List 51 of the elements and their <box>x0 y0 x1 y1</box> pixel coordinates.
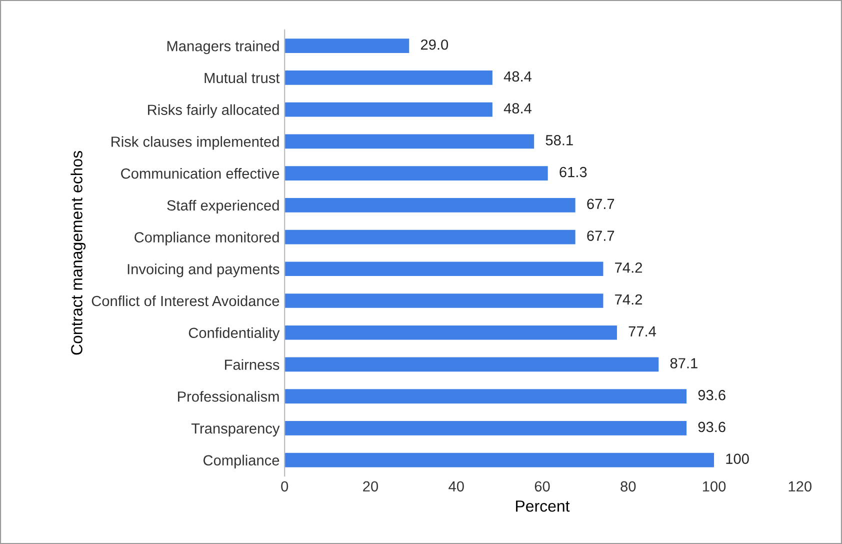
data-label: 74.2 <box>615 294 642 305</box>
data-label: 67.7 <box>587 230 614 241</box>
y-tick-label: Managers trained <box>167 40 279 54</box>
y-tick-label: Professionalism <box>178 391 279 402</box>
bar <box>284 166 548 180</box>
y-tick-label: Compliance <box>203 454 280 468</box>
x-tick-label: 20 <box>363 481 378 492</box>
y-tick-label: Mutual trust <box>204 72 280 84</box>
data-label: 87.1 <box>670 358 698 368</box>
y-tick-label: Communication effective <box>121 168 280 179</box>
x-tick-label: 120 <box>788 481 812 492</box>
y-axis-title: Contract management echos <box>70 150 86 355</box>
data-label: 93.6 <box>698 422 726 432</box>
bar <box>284 230 576 244</box>
x-axis-title: Percent <box>516 500 570 512</box>
x-tick-label: 0 <box>281 481 288 492</box>
bar <box>284 262 604 276</box>
bar <box>284 357 659 372</box>
bar <box>284 102 492 117</box>
data-label: 61.3 <box>560 166 587 178</box>
y-tick-label: Risks fairly allocated <box>148 104 279 118</box>
bar <box>284 421 687 436</box>
data-label: 100 <box>726 454 749 464</box>
y-tick-label: Invoicing and payments <box>128 264 280 278</box>
bar <box>284 325 617 340</box>
y-tick-label: Conflict of Interest Avoidance <box>92 295 280 306</box>
bar <box>284 452 714 468</box>
data-label: 58.1 <box>546 135 573 146</box>
data-label: 48.4 <box>504 71 532 82</box>
x-tick-label: 100 <box>702 481 726 492</box>
y-tick-label: Transparency <box>191 423 280 437</box>
y-tick-label: Compliance monitored <box>134 232 279 246</box>
data-label: 48.4 <box>504 103 532 114</box>
bar <box>284 389 687 404</box>
y-tick-label: Fairness <box>225 359 280 370</box>
data-label: 29.0 <box>420 39 448 50</box>
x-tick-label: 80 <box>620 481 636 492</box>
bar <box>284 134 534 149</box>
y-tick-label: Staff experienced <box>167 200 279 214</box>
bar <box>284 70 492 85</box>
x-tick-label: 60 <box>534 481 550 492</box>
bar <box>284 294 604 308</box>
x-tick-label: 40 <box>448 481 464 492</box>
y-tick-label: Risk clauses implemented <box>112 136 279 150</box>
data-label: 93.6 <box>698 390 726 400</box>
data-label: 77.4 <box>628 326 656 336</box>
y-tick-label: Confidentiality <box>188 327 280 341</box>
bar <box>284 38 410 54</box>
data-label: 67.7 <box>587 198 614 210</box>
data-label: 74.2 <box>615 262 642 273</box>
bar <box>284 198 576 212</box>
